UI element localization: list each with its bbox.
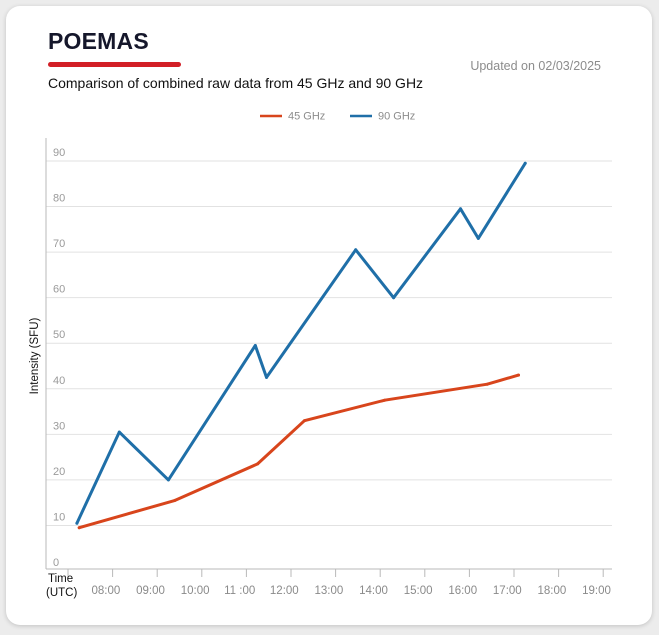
updated-timestamp: Updated on 02/03/2025	[470, 59, 601, 73]
y-tick-label: 80	[53, 193, 65, 205]
x-axis-title-line-1: Time	[48, 573, 73, 585]
x-tick-label: 08:00	[92, 585, 121, 597]
data-point-90ghz-3	[253, 344, 257, 347]
data-point-90ghz-4	[265, 375, 268, 379]
x-tick-label: 14:00	[359, 585, 388, 597]
x-tick-label: 11 :00	[224, 585, 255, 597]
y-tick-label: 20	[53, 466, 65, 478]
x-tick-label: 13:00	[315, 585, 344, 597]
y-axis-ticks: 0 10 20 30 40 50 60 70 80 90	[53, 147, 65, 569]
grid-lines	[46, 160, 612, 526]
x-tick-label: 09:00	[136, 585, 165, 597]
x-tick-label: 10:00	[181, 585, 210, 597]
x-tick-label: 18:00	[538, 585, 567, 597]
y-tick-label: 0	[53, 557, 59, 569]
data-point-45ghz-1	[173, 498, 177, 502]
x-axis-title: Time (UTC)	[46, 573, 77, 599]
chart-subtitle: Comparison of combined raw data from 45 …	[48, 75, 424, 91]
x-tick-label: 15:00	[404, 585, 433, 597]
page-title: POEMAS	[48, 28, 149, 54]
series-group	[75, 161, 527, 530]
data-point-45ghz-6	[517, 373, 520, 377]
data-point-90ghz-9	[523, 161, 527, 165]
data-point-90ghz-2	[166, 478, 170, 482]
y-tick-label: 50	[53, 329, 65, 341]
data-point-90ghz-7	[459, 207, 462, 211]
x-tick-label: 12:00	[270, 585, 299, 597]
legend-label-90ghz: 90 GHz	[378, 111, 415, 123]
data-point-90ghz-8	[476, 236, 480, 240]
x-tick-label: 19:00	[582, 585, 611, 597]
legend: 45 GHz 90 GHz	[260, 111, 415, 123]
y-tick-label: 10	[53, 511, 65, 523]
x-tick-label: 16:00	[448, 585, 477, 597]
x-axis-ticks: 08:00 09:00 10:00 11 :00 12:00 13:00 14:00 15:0…	[67, 569, 611, 597]
x-tick-label: 17:00	[493, 585, 522, 597]
data-point-90ghz-5	[354, 248, 358, 252]
data-point-45ghz-4	[383, 398, 387, 402]
data-point-90ghz-1	[117, 430, 121, 434]
data-point-45ghz-5	[485, 382, 489, 386]
series-line-45ghz	[77, 373, 520, 530]
y-tick-label: 30	[53, 420, 65, 432]
y-tick-label: 60	[53, 284, 65, 296]
data-point-45ghz-3	[302, 419, 306, 423]
y-tick-label: 70	[53, 238, 65, 250]
data-point-45ghz-2	[256, 462, 260, 466]
series-line-90ghz	[75, 161, 527, 525]
y-tick-label: 40	[53, 375, 65, 387]
legend-label-45ghz: 45 GHz	[288, 111, 325, 123]
x-axis-title-line-2: (UTC)	[46, 587, 77, 599]
data-point-45ghz-0	[77, 526, 81, 530]
chart-card	[6, 6, 652, 625]
data-point-90ghz-0	[75, 521, 79, 525]
title-underline	[48, 62, 181, 67]
y-tick-label: 90	[53, 147, 65, 159]
data-point-90ghz-6	[392, 296, 396, 300]
y-axis-title: Intensity (SFU)	[29, 317, 41, 394]
